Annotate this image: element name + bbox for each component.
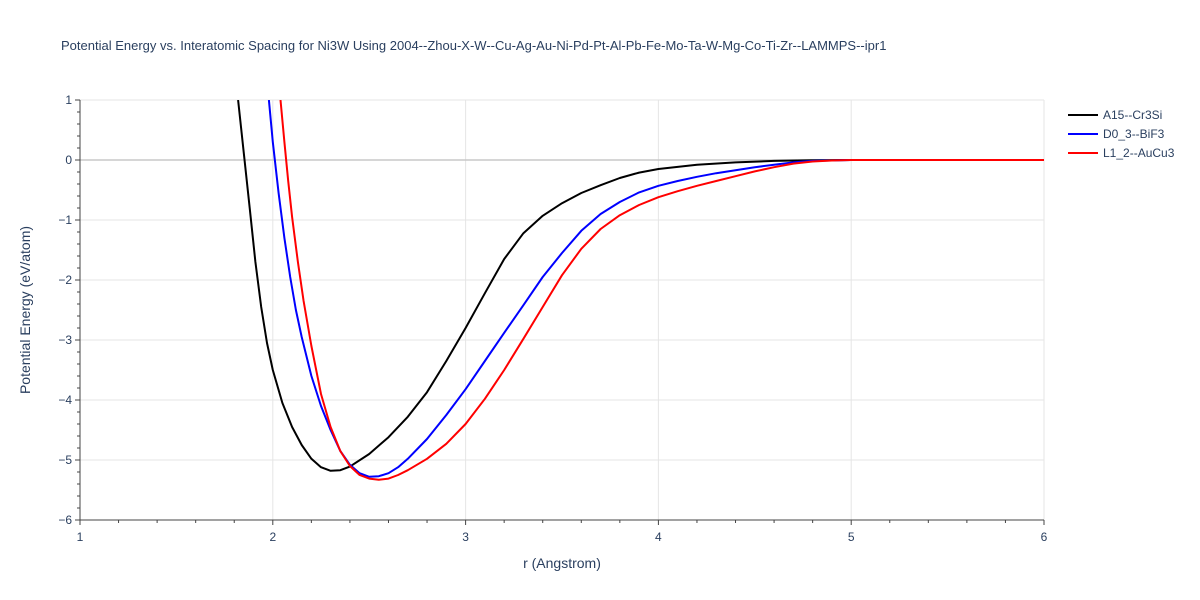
x-tick-label: 1 <box>77 530 84 544</box>
x-tick-label: 3 <box>462 530 469 544</box>
x-tick-label: 6 <box>1041 530 1048 544</box>
y-tick-label: −4 <box>58 393 72 407</box>
y-tick-label: −3 <box>58 333 72 347</box>
y-tick-label: 1 <box>65 93 72 107</box>
y-tick-label: −5 <box>58 453 72 467</box>
legend-item[interactable]: D0_3--BiF3 <box>1068 127 1165 141</box>
legend-label: L1_2--AuCu3 <box>1103 146 1175 160</box>
series-line-0 <box>237 100 1044 472</box>
y-ticks: 1 0 −1 −2 −3 −4 −5 −6 <box>58 93 80 527</box>
y-tick-label: 0 <box>65 153 72 167</box>
legend-item[interactable]: L1_2--AuCu3 <box>1068 146 1175 160</box>
y-axis-title: Potential Energy (eV/atom) <box>17 226 33 394</box>
series-line-2 <box>279 100 1044 481</box>
legend-label: A15--Cr3Si <box>1103 108 1162 122</box>
legend-item[interactable]: A15--Cr3Si <box>1068 108 1162 122</box>
series-layer <box>237 100 1044 481</box>
x-tick-label: 4 <box>655 530 662 544</box>
series-line-1 <box>267 100 1044 478</box>
x-tick-label: 5 <box>848 530 855 544</box>
x-ticks: 1 2 3 4 5 6 <box>77 520 1048 544</box>
y-tick-label: −1 <box>58 213 72 227</box>
grid <box>80 99 1045 520</box>
y-tick-label: −2 <box>58 273 72 287</box>
y-tick-label: −6 <box>58 513 72 527</box>
legend[interactable]: A15--Cr3Si D0_3--BiF3 L1_2--AuCu3 <box>1068 108 1175 160</box>
x-axis-title: r (Angstrom) <box>523 555 601 571</box>
x-tick-label: 2 <box>269 530 276 544</box>
chart-title: Potential Energy vs. Interatomic Spacing… <box>61 38 886 53</box>
legend-label: D0_3--BiF3 <box>1103 127 1165 141</box>
